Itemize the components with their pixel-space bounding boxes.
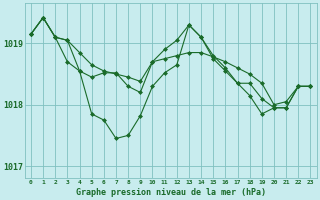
X-axis label: Graphe pression niveau de la mer (hPa): Graphe pression niveau de la mer (hPa) (76, 188, 266, 197)
